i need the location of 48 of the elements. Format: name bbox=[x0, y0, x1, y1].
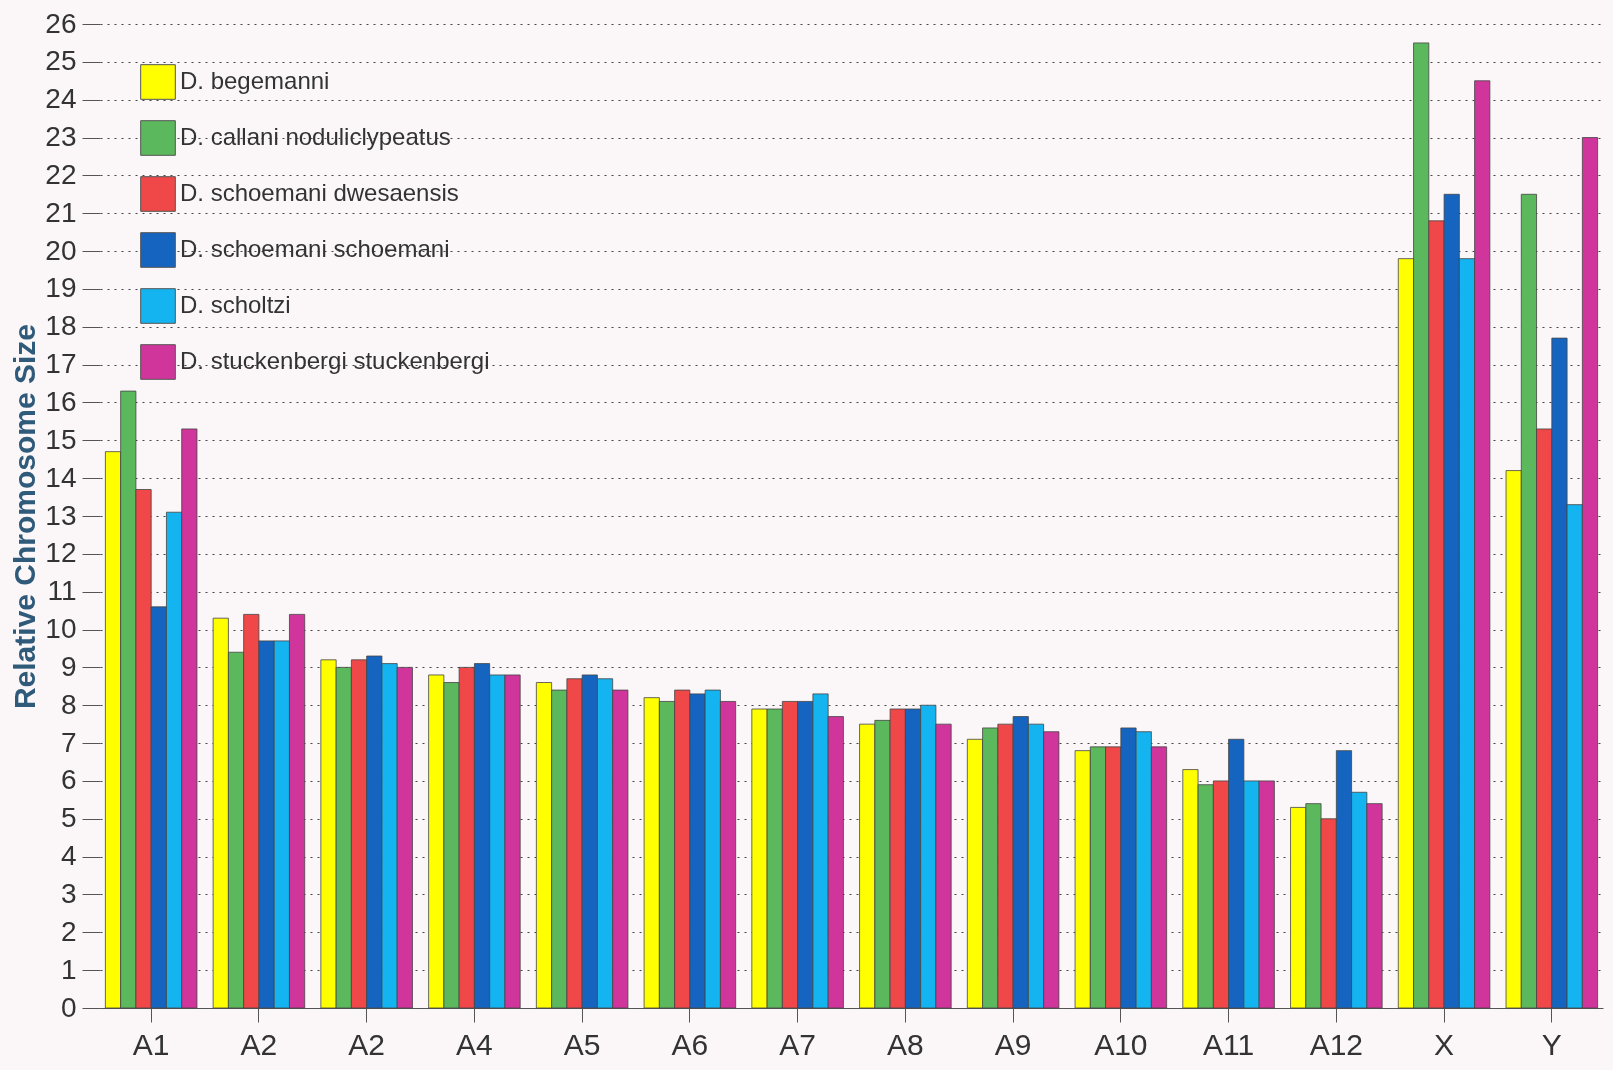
y-tick-label: 14 bbox=[45, 461, 77, 493]
y-tick-label: 17 bbox=[45, 348, 77, 380]
y-tick-label: 19 bbox=[45, 272, 77, 304]
y-tick-label: 2 bbox=[60, 915, 77, 947]
legend-label: D. schoemani dwesaensis bbox=[180, 179, 459, 206]
legend-label: D. stuckenbergi stuckenbergi bbox=[180, 347, 490, 374]
y-tick-label: 10 bbox=[45, 613, 77, 645]
x-tick-label: A10 bbox=[1094, 1027, 1148, 1061]
y-tick-label: 16 bbox=[45, 385, 77, 417]
y-tick-label: 6 bbox=[60, 764, 77, 796]
x-tick-label: A2 bbox=[240, 1027, 278, 1061]
y-tick-label: 11 bbox=[47, 575, 77, 607]
y-tick-label: 1 bbox=[60, 953, 77, 985]
x-tick-label: A12 bbox=[1309, 1027, 1364, 1061]
y-tick-label: 7 bbox=[60, 726, 77, 758]
y-tick-label: 9 bbox=[60, 650, 77, 682]
y-axis-title: Relative Chromosome Size bbox=[8, 323, 42, 710]
y-tick-label: 5 bbox=[60, 802, 77, 834]
x-tick-label: A1 bbox=[132, 1027, 170, 1061]
legend-label: D. schoemani schoemani bbox=[180, 235, 450, 262]
y-tick-label: 23 bbox=[45, 121, 77, 153]
x-tick-label: A7 bbox=[779, 1027, 816, 1061]
x-tick-label: X bbox=[1434, 1027, 1455, 1061]
y-tick-label: 3 bbox=[60, 877, 77, 909]
x-tick-label: A11 bbox=[1203, 1027, 1255, 1061]
y-tick-label: 13 bbox=[45, 499, 77, 531]
y-tick-label: 4 bbox=[60, 840, 77, 872]
y-tick-label: 22 bbox=[45, 158, 77, 190]
y-tick-label: 12 bbox=[45, 537, 77, 569]
y-tick-label: 26 bbox=[45, 7, 77, 39]
x-tick-label: Y bbox=[1541, 1027, 1562, 1061]
legend-label: D. callani noduliclypeatus bbox=[180, 123, 451, 150]
x-tick-label: A6 bbox=[671, 1027, 709, 1061]
x-tick-label: A2 bbox=[348, 1027, 386, 1061]
y-tick-label: 18 bbox=[45, 310, 77, 342]
y-tick-label: 25 bbox=[45, 45, 77, 77]
legend-label: D. begemanni bbox=[180, 67, 330, 94]
y-tick-label: 24 bbox=[45, 83, 77, 115]
y-tick-label: 20 bbox=[45, 234, 77, 266]
x-tick-label: A5 bbox=[563, 1027, 601, 1061]
legend-label: D. scholtzi bbox=[180, 291, 291, 318]
y-tick-label: 0 bbox=[60, 991, 77, 1023]
y-tick-label: 8 bbox=[60, 688, 77, 720]
x-tick-label: A9 bbox=[994, 1027, 1032, 1061]
y-tick-label: 21 bbox=[45, 196, 77, 228]
x-tick-label: A4 bbox=[456, 1027, 493, 1061]
y-tick-label: 15 bbox=[45, 423, 77, 455]
x-tick-label: A8 bbox=[887, 1027, 924, 1061]
